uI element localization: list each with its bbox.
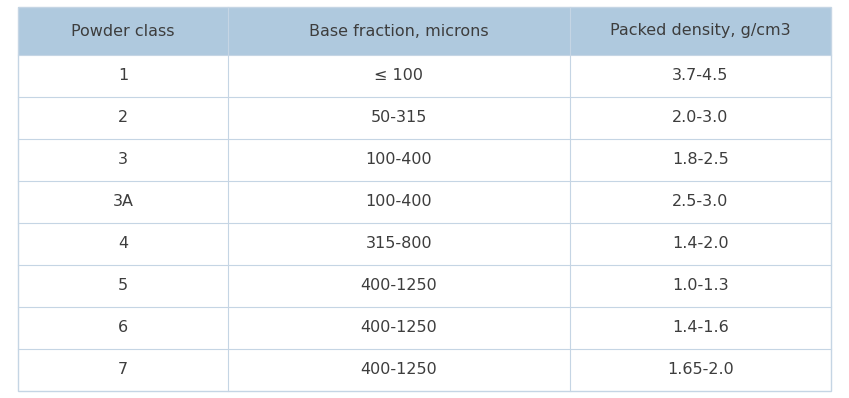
Text: ≤ 100: ≤ 100 (374, 68, 424, 84)
Text: 4: 4 (118, 236, 128, 252)
Text: 3A: 3A (113, 195, 133, 209)
Text: 100-400: 100-400 (366, 152, 432, 168)
Text: Powder class: Powder class (71, 23, 175, 39)
Text: Base fraction, microns: Base fraction, microns (309, 23, 489, 39)
Text: 3: 3 (118, 152, 128, 168)
Text: Packed density, g/cm3: Packed density, g/cm3 (610, 23, 790, 39)
Bar (18, 265, 831, 307)
Text: 400-1250: 400-1250 (361, 320, 437, 336)
Bar (18, 55, 831, 97)
Text: 400-1250: 400-1250 (361, 279, 437, 293)
Text: 400-1250: 400-1250 (361, 363, 437, 377)
Text: 2: 2 (118, 111, 128, 125)
Text: 1.4-2.0: 1.4-2.0 (672, 236, 728, 252)
Bar (18, 223, 831, 265)
Text: 2.0-3.0: 2.0-3.0 (672, 111, 728, 125)
Text: 1.65-2.0: 1.65-2.0 (667, 363, 734, 377)
Text: 1: 1 (118, 68, 128, 84)
Text: 2.5-3.0: 2.5-3.0 (672, 195, 728, 209)
Text: 100-400: 100-400 (366, 195, 432, 209)
Text: 50-315: 50-315 (371, 111, 427, 125)
Bar (18, 97, 831, 139)
Bar (18, 181, 831, 223)
Text: 315-800: 315-800 (366, 236, 432, 252)
Bar (18, 139, 831, 181)
Bar (18, 307, 831, 349)
Bar (18, 7, 831, 55)
Bar (18, 349, 831, 391)
Text: 7: 7 (118, 363, 128, 377)
Text: 1.8-2.5: 1.8-2.5 (672, 152, 729, 168)
Text: 1.4-1.6: 1.4-1.6 (672, 320, 729, 336)
Text: 5: 5 (118, 279, 128, 293)
Text: 6: 6 (118, 320, 128, 336)
Text: 1.0-1.3: 1.0-1.3 (672, 279, 728, 293)
Text: 3.7-4.5: 3.7-4.5 (672, 68, 728, 84)
